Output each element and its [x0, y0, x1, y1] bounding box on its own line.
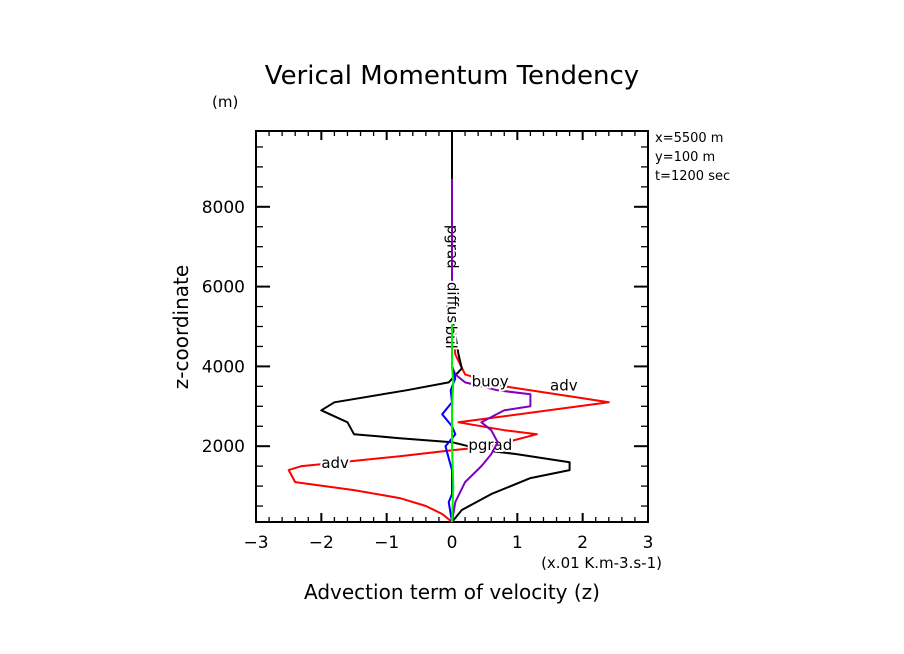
x-tick-label: 1 — [512, 533, 523, 553]
series-label-diffus: diffus — [444, 282, 462, 324]
series-label-bg: pgrad — [468, 436, 512, 454]
x-tick-label: 2 — [577, 533, 588, 553]
annotation-t: t=1200 sec — [655, 169, 730, 184]
y-tick-label: 8000 — [202, 198, 245, 218]
annotation-y: y=100 m — [655, 150, 715, 165]
x-units-label: (x.01 K.m-3.s-1) — [541, 554, 662, 572]
y-tick-label: 6000 — [202, 278, 245, 298]
axis-ticks: −3 −2 −1 0 1 2 3 2000 4000 6000 8000 — [202, 131, 654, 553]
chart-title: Verical Momentum Tendency — [265, 61, 639, 91]
x-tick-label: 3 — [643, 533, 654, 553]
x-tick-label: −3 — [243, 533, 268, 553]
series-label-bg: buoy — [472, 372, 509, 390]
x-tick-label: 0 — [447, 533, 458, 553]
series-group: advadvadvadvpgradpgradpgradpgradbuoybuoy… — [287, 131, 610, 523]
y-tick-label: 2000 — [202, 437, 245, 457]
series-line-turbul — [441, 326, 457, 523]
x-axis-label: Advection term of velocity (z) — [304, 580, 600, 604]
x-tick-label: −1 — [374, 533, 399, 553]
y-axis-label: z-coordinate — [169, 265, 193, 389]
series-label-bg: adv — [321, 454, 349, 472]
series-label-buoy: buoy — [472, 372, 509, 390]
series-line-buoy — [451, 178, 532, 523]
series-line-adv — [287, 286, 610, 523]
y-tick-label: 4000 — [202, 357, 245, 377]
y-units-label: (m) — [212, 93, 238, 111]
series-label-bg: diffus — [444, 282, 462, 324]
series-line-diffus — [451, 306, 455, 523]
series-label-adv: adv — [321, 454, 349, 472]
series-line-pgrad — [320, 131, 571, 523]
x-tick-label: −2 — [309, 533, 334, 553]
series-label-pgrad: pgrad — [468, 436, 512, 454]
annotation-x: x=5500 m — [655, 131, 723, 146]
series-label-bg: adv — [550, 376, 578, 394]
series-label-adv: adv — [550, 376, 578, 394]
